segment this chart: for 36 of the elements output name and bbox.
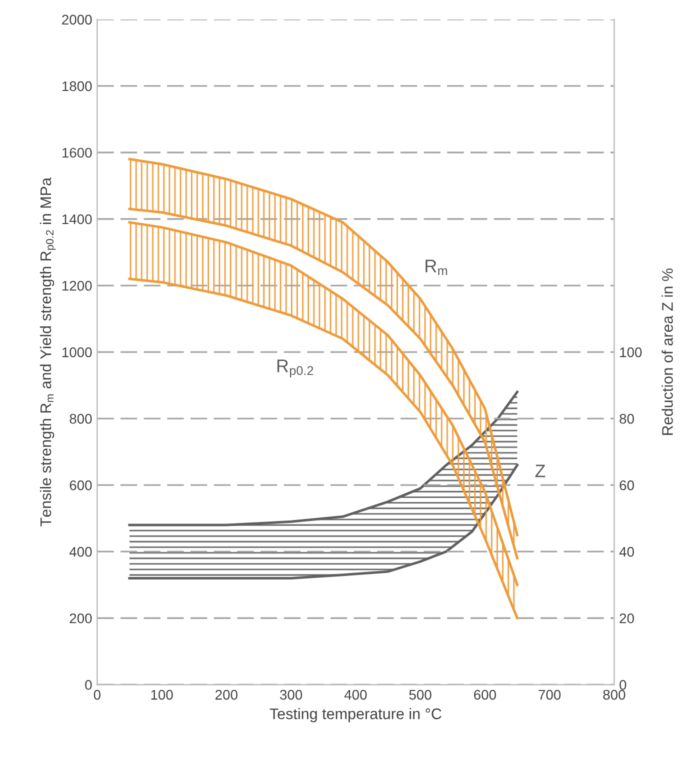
y-tick-label: 1800: [62, 81, 92, 92]
x-tick-label: 0: [94, 690, 100, 700]
y2-tick-label: 0: [620, 680, 626, 690]
y-tick-label: 0: [85, 680, 92, 690]
x-tick-label: 800: [603, 690, 626, 700]
line-series: [128, 390, 518, 526]
x-tick-label: 400: [344, 690, 367, 700]
line-series: [128, 464, 518, 580]
y-tick-label: 1600: [62, 148, 92, 158]
annotation: Z: [535, 464, 546, 478]
y2-axis-title: Reduction of area Z in %: [662, 268, 673, 435]
y-tick-label: 1200: [62, 280, 92, 291]
y-tick-label: 200: [70, 613, 92, 624]
annotation: R$_{p0.2}$: [277, 360, 314, 378]
y-tick-label: 600: [70, 480, 92, 490]
x-tick-label: 600: [474, 690, 496, 700]
x-tick-label: 100: [151, 690, 173, 700]
y2-tick-label: 100: [620, 347, 642, 358]
x-axis-title: Testing temperature in °C: [270, 708, 442, 722]
y-axis-title: Tensile strength R$_{m}$ and Yield strength R$_{p0.2}$ in MPa: [40, 177, 56, 526]
y-tick-label: 800: [70, 414, 92, 424]
x-tick-label: 700: [538, 690, 561, 700]
y-tick-label: 2000: [62, 14, 92, 25]
y2-tick-label: 20: [620, 613, 634, 624]
y-tick-label: 400: [69, 546, 92, 557]
y-tick-label: 1400: [62, 214, 92, 224]
x-tick-label: 300: [280, 690, 302, 700]
line-series: [128, 158, 518, 536]
line-series: [128, 278, 518, 620]
y2-tick-label: 80: [620, 414, 634, 424]
y2-tick-label: 40: [619, 546, 634, 557]
x-tick-label: 200: [216, 690, 238, 700]
y-tick-label: 1000: [62, 347, 92, 358]
annotation: R$_{m}$: [426, 260, 448, 276]
x-tick-label: 500: [409, 690, 432, 700]
y2-tick-label: 60: [620, 480, 634, 490]
